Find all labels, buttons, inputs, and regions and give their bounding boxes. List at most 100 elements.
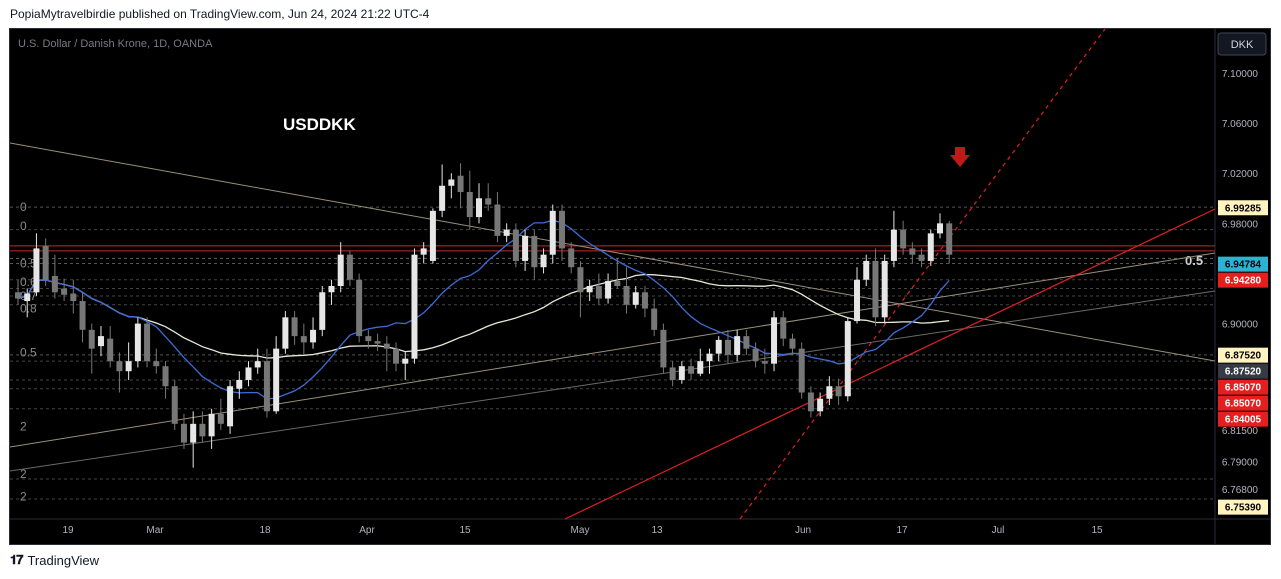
candle-body <box>107 338 114 362</box>
candle-body <box>660 329 667 368</box>
candle-body <box>531 235 538 268</box>
candle-body <box>771 317 778 364</box>
candle-body <box>734 336 741 355</box>
candle-body <box>918 254 925 261</box>
price-tag-label: 6.84005 <box>1225 415 1262 426</box>
candle-body <box>558 210 565 249</box>
time-tick-label: 15 <box>459 525 471 536</box>
time-tick-label: 15 <box>1091 525 1103 536</box>
candle-body <box>651 308 658 330</box>
fib-label-left: 0 <box>20 219 27 233</box>
trend-line-2 <box>10 290 1216 472</box>
candle-body <box>144 323 151 362</box>
candle-body <box>586 286 593 293</box>
price-tag-bg <box>1218 379 1268 395</box>
candle-body <box>190 423 197 443</box>
candle-body <box>946 223 953 255</box>
candle-body <box>715 339 722 354</box>
price-tag-bg <box>1218 499 1268 515</box>
fib-label-left: 0.5 <box>20 256 37 270</box>
candle-body <box>485 198 492 205</box>
candle-body <box>522 235 529 261</box>
candle-body <box>42 245 49 280</box>
candle-body <box>890 229 897 261</box>
candle-body <box>761 361 768 364</box>
candle-body <box>614 280 621 286</box>
candle-body <box>439 185 446 211</box>
grid-lines <box>10 29 1270 544</box>
candle-body <box>457 175 464 193</box>
price-tag-bg <box>1218 272 1268 288</box>
candle-body <box>162 366 169 387</box>
price-tag-bg <box>1218 256 1268 272</box>
footer-brand: TradingView <box>27 552 100 568</box>
candle-body <box>549 210 556 255</box>
trend-line-1 <box>10 252 1216 448</box>
candle-body <box>51 275 58 293</box>
candle-body <box>863 260 870 280</box>
price-tag-label: 6.94280 <box>1225 276 1262 287</box>
price-tick-label: 6.76800 <box>1222 485 1259 496</box>
moving-averages <box>17 219 950 400</box>
candle-body <box>217 413 224 424</box>
candle-body <box>88 329 95 349</box>
candle-body <box>807 392 814 412</box>
candles <box>15 163 953 468</box>
price-tag-label: 6.75390 <box>1225 503 1262 514</box>
price-tag-label: 6.85070 <box>1225 383 1262 394</box>
candle-body <box>900 229 907 249</box>
price-tick-label: 7.02000 <box>1222 169 1259 180</box>
time-tick-label: Mar <box>146 525 164 536</box>
price-tag-bg <box>1218 411 1268 427</box>
candle-body <box>448 179 455 186</box>
candle-body <box>180 423 187 443</box>
fib-label-left: 2 <box>20 419 27 433</box>
price-tick-label: 6.98000 <box>1222 219 1259 230</box>
price-tick-label: 7.10000 <box>1222 69 1259 80</box>
currency-button[interactable]: DKK <box>1217 32 1267 56</box>
candle-body <box>171 386 178 424</box>
tradingview-logo-icon: 𝟏𝟕 <box>10 552 24 567</box>
candle-body <box>208 413 215 437</box>
down-arrow-icon <box>950 147 970 167</box>
candle-body <box>134 323 141 362</box>
trend-line-3 <box>564 208 1216 520</box>
candle-body <box>623 286 630 305</box>
candle-body <box>61 288 68 295</box>
fib-label-left: 0 <box>20 200 27 214</box>
candle-body <box>411 254 418 359</box>
candle-body <box>383 343 390 349</box>
candle-body <box>319 292 326 330</box>
trend-line-4 <box>739 29 1106 520</box>
price-tick-label: 6.90000 <box>1222 320 1259 331</box>
fib-label-left: 2 <box>20 467 27 481</box>
time-tick-label: 19 <box>62 525 74 536</box>
candle-body <box>282 317 289 349</box>
price-tags: 6.99285 6.94784 6.94280 6.87520 6.87520 6.850… <box>1218 200 1268 515</box>
candle-body <box>697 361 704 374</box>
candle-body <box>798 348 805 393</box>
candle-body <box>466 192 473 218</box>
candle-body <box>909 248 916 255</box>
fib-label-left: 0.8 <box>20 302 37 316</box>
candle-body <box>310 329 317 343</box>
candle-body <box>826 386 833 399</box>
candle-body <box>872 260 879 318</box>
candle-body <box>402 358 409 364</box>
candle-body <box>844 321 851 397</box>
candle-body <box>577 267 584 293</box>
candle-body <box>346 254 353 280</box>
candle-body <box>835 386 842 397</box>
price-tag-bg <box>1218 347 1268 363</box>
time-tick-label: Jul <box>992 525 1005 536</box>
moving-average-fast-line <box>17 219 950 400</box>
price-tag-label: 6.99285 <box>1225 203 1262 214</box>
candle-body <box>605 280 612 299</box>
candle-body <box>70 293 77 302</box>
candle-body <box>263 361 270 412</box>
price-tag-bg <box>1218 200 1268 216</box>
price-tag-label: 6.85070 <box>1225 399 1262 410</box>
